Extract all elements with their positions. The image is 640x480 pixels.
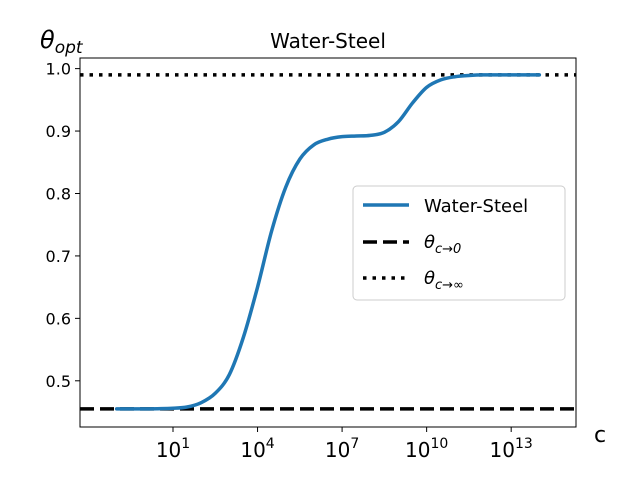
x-tick-label: 1013 bbox=[490, 436, 533, 462]
y-tick-label: 0.5 bbox=[46, 372, 71, 391]
y-tick-label: 0.8 bbox=[46, 184, 71, 203]
x-axis: 101 104 107 1010 1013 bbox=[156, 427, 533, 462]
x-tick-label: 107 bbox=[325, 436, 359, 462]
legend-frame bbox=[352, 185, 566, 301]
x-tick-label: 1010 bbox=[405, 436, 448, 462]
chart-title: Water-Steel bbox=[270, 29, 386, 53]
y-axis-label: θopt bbox=[40, 26, 84, 58]
legend: Water-Steel θc→0 θc→∞ bbox=[352, 185, 566, 301]
y-tick-label: 0.7 bbox=[46, 247, 71, 266]
x-axis-label: c bbox=[594, 423, 606, 448]
x-tick-label: 101 bbox=[156, 436, 190, 462]
legend-label-theta-c-to-inf: θc→∞ bbox=[424, 268, 464, 293]
plot-area-frame bbox=[79, 57, 577, 428]
y-tick-label: 1.0 bbox=[46, 60, 71, 79]
y-axis: 0.5 0.6 0.7 0.8 0.9 1.0 bbox=[46, 60, 80, 391]
series-water-steel-line bbox=[114, 73, 542, 411]
x-tick-label: 104 bbox=[240, 436, 274, 462]
legend-label-theta-c-to-0: θc→0 bbox=[424, 232, 461, 257]
y-tick-label: 0.6 bbox=[46, 309, 71, 328]
y-tick-label: 0.9 bbox=[46, 122, 71, 141]
legend-label-water-steel: Water-Steel bbox=[424, 196, 528, 217]
